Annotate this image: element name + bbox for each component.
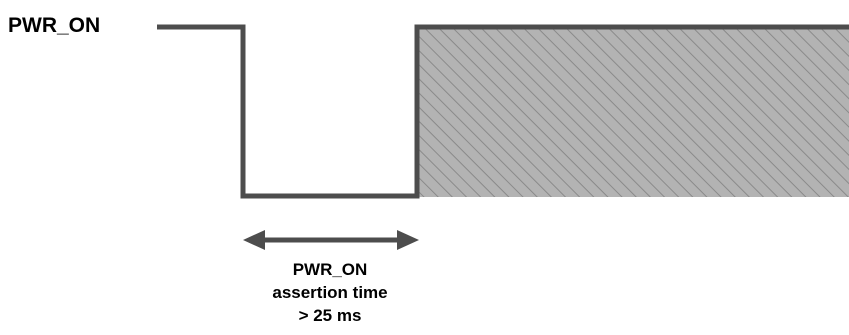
assertion-time-arrow (243, 230, 419, 250)
pwr-on-waveform (157, 24, 849, 199)
arrow-head-left (243, 230, 265, 250)
caption-line-signal: PWR_ON (292, 260, 368, 279)
caption-line-duration: > 25 ms (298, 306, 362, 325)
arrow-head-right (397, 230, 419, 250)
assertion-time-caption: PWR_ON assertion time > 25 ms (230, 258, 430, 327)
undefined-state-region (418, 27, 849, 197)
caption-line-description: assertion time (272, 283, 388, 302)
signal-name-label: PWR_ON (8, 14, 101, 37)
